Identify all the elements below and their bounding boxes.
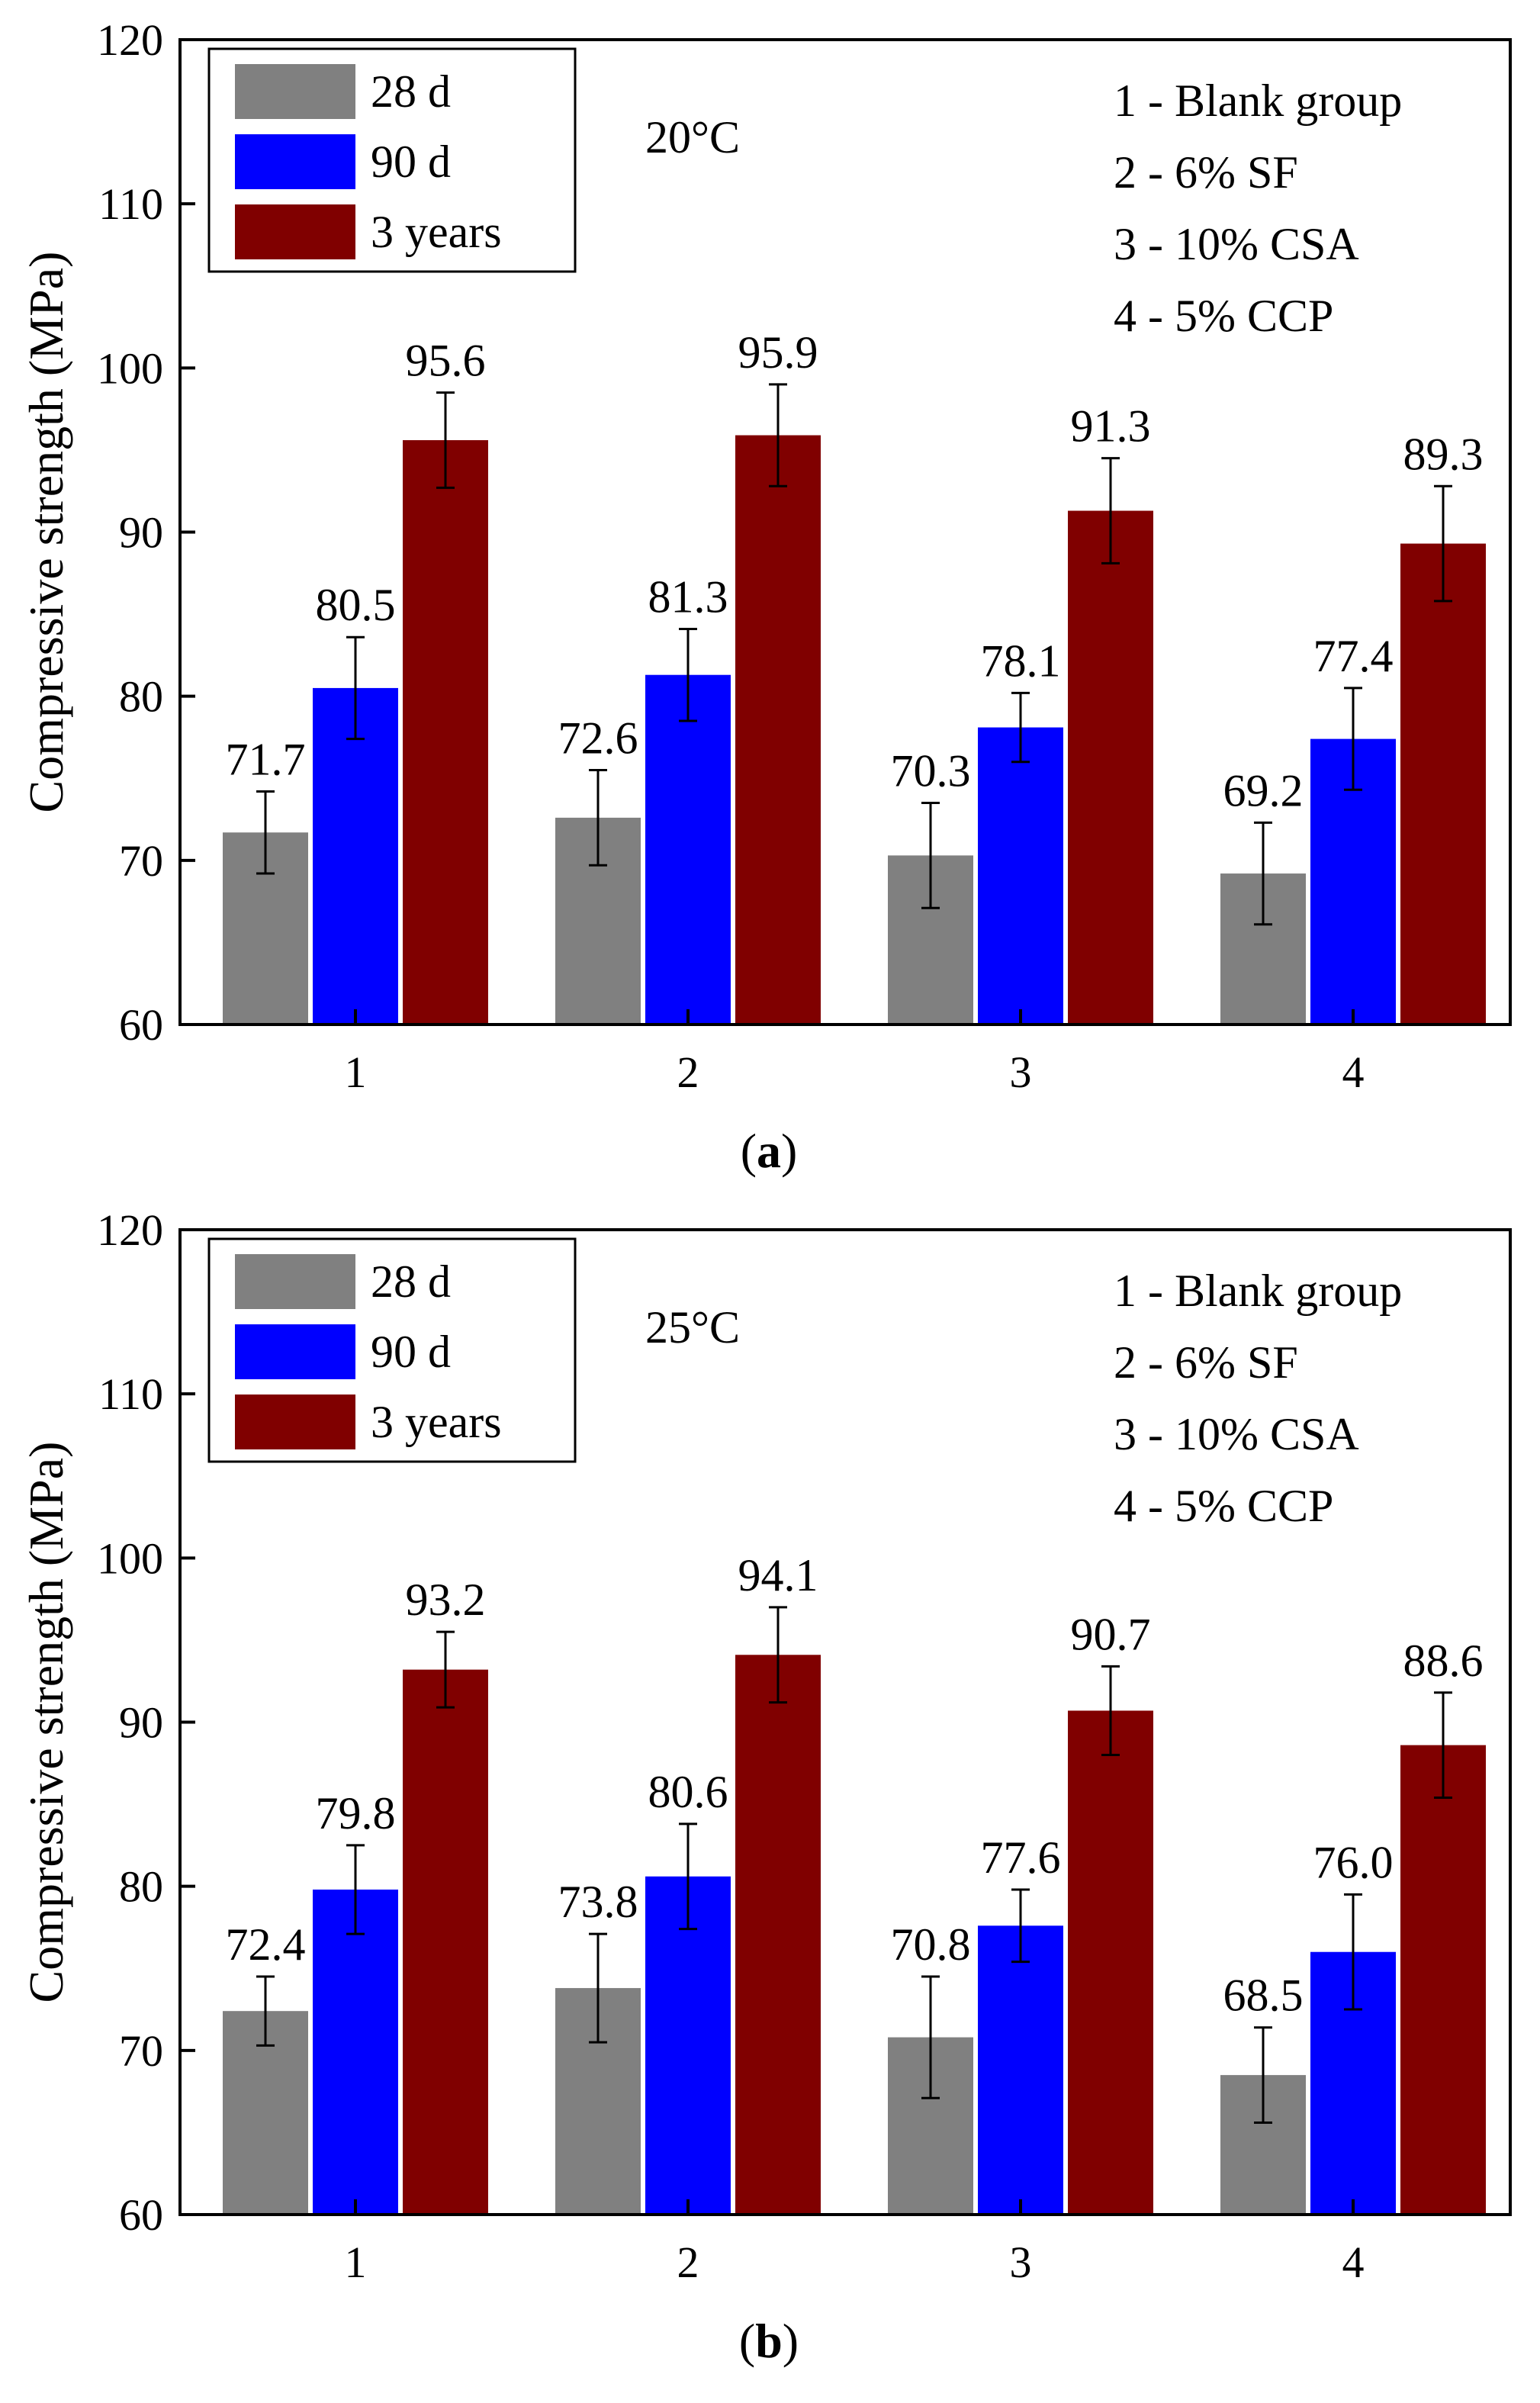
data-label: 71.7	[226, 734, 306, 784]
legend-swatch-90-d	[235, 134, 355, 189]
y-tick-label: 60	[119, 2190, 163, 2240]
panel-caption: (b)	[739, 2314, 799, 2368]
data-label: 94.1	[738, 1550, 818, 1600]
data-label: 68.5	[1223, 1970, 1304, 2021]
bar-90-d-group-2	[645, 1876, 731, 2215]
chart-panel-b: 72.4 73.8 70.8 68.5 79.8 80.6 77.6 76.0 93.2 94.1…	[19, 1205, 1512, 2368]
bar-3-years-group-4	[1400, 543, 1486, 1025]
bar-3-years-group-3	[1068, 1710, 1153, 2215]
y-tick-label: 70	[119, 2026, 163, 2076]
legend-swatch-3-years	[235, 204, 355, 259]
data-label: 91.3	[1071, 401, 1151, 452]
y-tick-label: 100	[97, 1533, 163, 1583]
legend-label: 3 years	[371, 1397, 502, 1447]
y-axis-title: Compressive strength (MPa)	[19, 252, 73, 813]
bar-3-years-group-2	[735, 435, 821, 1025]
data-label: 72.4	[226, 1919, 306, 1970]
legend-swatch-90-d	[235, 1324, 355, 1379]
x-tick-label: 4	[1342, 1047, 1365, 1097]
bar-3-years-group-3	[1068, 510, 1153, 1025]
legend-label: 3 years	[371, 207, 502, 257]
bar-3-years-group-4	[1400, 1745, 1486, 2215]
panel-caption: (a)	[741, 1124, 798, 1178]
y-tick-label: 120	[97, 1205, 163, 1255]
x-tick-label: 2	[677, 1047, 699, 1097]
bar-3-years-group-1	[403, 440, 488, 1025]
x-tick-label: 2	[677, 2237, 699, 2287]
y-tick-label: 70	[119, 836, 163, 886]
data-label: 73.8	[558, 1877, 638, 1927]
legend-label: 90 d	[371, 1327, 451, 1377]
legend-label: 28 d	[371, 1256, 451, 1307]
y-axis-title: Compressive strength (MPa)	[19, 1442, 73, 2003]
y-tick-label: 110	[98, 1369, 163, 1419]
data-label: 69.2	[1223, 765, 1304, 815]
data-label: 77.6	[981, 1832, 1061, 1883]
y-tick-label: 80	[119, 1862, 163, 1912]
legend-swatch-3-years	[235, 1395, 355, 1449]
y-tick-label: 120	[97, 15, 163, 65]
x-tick-label: 3	[1010, 2237, 1032, 2287]
data-label: 95.9	[738, 327, 818, 378]
bar-90-d-group-2	[645, 674, 731, 1025]
group-note: 1 - Blank group	[1114, 76, 1402, 126]
data-label: 77.4	[1313, 631, 1394, 681]
data-label: 95.6	[406, 336, 486, 386]
x-tick-label: 4	[1342, 2237, 1365, 2287]
group-note: 3 - 10% CSA	[1114, 1409, 1359, 1459]
legend-label: 90 d	[371, 137, 451, 187]
data-label: 93.2	[406, 1575, 486, 1625]
y-tick-label: 100	[97, 343, 163, 393]
bar-90-d-group-1	[313, 687, 398, 1025]
temperature-label: 25°C	[645, 1302, 740, 1353]
y-tick-label: 90	[119, 1698, 163, 1748]
data-label: 80.6	[648, 1767, 728, 1817]
data-label: 89.3	[1403, 429, 1484, 479]
panel-letter: b	[755, 2314, 783, 2368]
data-label: 72.6	[558, 713, 638, 763]
group-note: 2 - 6% SF	[1114, 1337, 1298, 1388]
group-note: 2 - 6% SF	[1114, 147, 1298, 198]
group-note: 1 - Blank group	[1114, 1266, 1402, 1316]
data-label: 70.3	[891, 746, 971, 796]
y-tick-label: 90	[119, 508, 163, 558]
y-tick-label: 60	[119, 1000, 163, 1050]
bar-90-d-group-1	[313, 1889, 398, 2215]
temperature-label: 20°C	[645, 112, 740, 162]
group-note: 3 - 10% CSA	[1114, 219, 1359, 269]
y-tick-label: 110	[98, 179, 163, 229]
y-tick-label: 80	[119, 672, 163, 722]
data-label: 90.7	[1071, 1609, 1151, 1659]
legend-swatch-28-d	[235, 64, 355, 119]
data-label: 80.5	[316, 580, 396, 630]
bar-3-years-group-1	[403, 1669, 488, 2215]
data-label: 76.0	[1313, 1837, 1394, 1887]
legend-label: 28 d	[371, 66, 451, 117]
data-label: 81.3	[648, 571, 728, 622]
group-note: 4 - 5% CCP	[1114, 1481, 1333, 1531]
group-note: 4 - 5% CCP	[1114, 291, 1333, 341]
panel-letter: a	[757, 1124, 781, 1178]
data-label: 88.6	[1403, 1636, 1484, 1686]
x-tick-label: 1	[345, 1047, 367, 1097]
chart-panel-a: 71.7 72.6 70.3 69.2 80.5 81.3 78.1 77.4 95.6 95.9…	[19, 15, 1512, 1178]
data-label: 70.8	[891, 1919, 971, 1970]
data-label: 79.8	[316, 1788, 396, 1838]
x-tick-label: 1	[345, 2237, 367, 2287]
data-label: 78.1	[981, 635, 1061, 686]
bar-3-years-group-2	[735, 1655, 821, 2215]
legend-swatch-28-d	[235, 1254, 355, 1309]
x-tick-label: 3	[1010, 1047, 1032, 1097]
bar-90-d-group-3	[978, 1925, 1063, 2215]
bar-90-d-group-3	[978, 727, 1063, 1025]
